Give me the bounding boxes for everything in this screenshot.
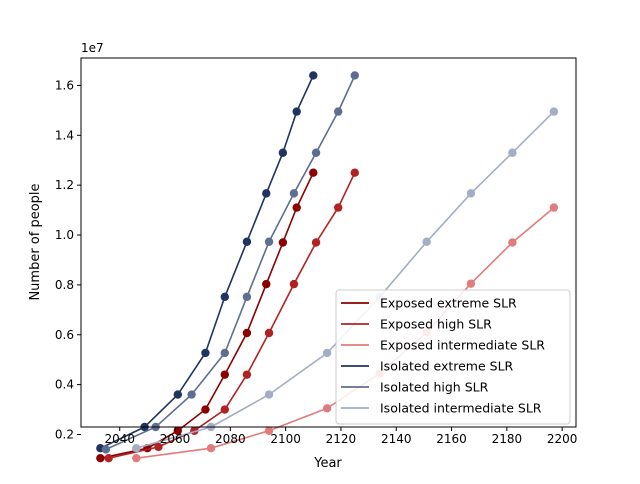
series-line bbox=[100, 75, 315, 449]
y-tick-label: 1.2 bbox=[55, 178, 74, 192]
data-point bbox=[242, 237, 252, 246]
series-4 bbox=[101, 71, 359, 454]
x-tick-label: 2200 bbox=[547, 432, 578, 446]
x-tick-label: 2080 bbox=[215, 432, 246, 446]
data-point bbox=[322, 404, 332, 413]
data-point bbox=[289, 189, 299, 198]
data-point bbox=[333, 107, 343, 116]
data-point bbox=[322, 348, 332, 358]
data-point bbox=[264, 328, 274, 338]
data-point bbox=[242, 370, 252, 379]
data-point bbox=[173, 426, 182, 435]
y-axis-label: Number of people bbox=[28, 183, 43, 300]
data-point bbox=[154, 442, 163, 452]
x-tick-label: 2160 bbox=[436, 432, 467, 446]
legend-label: Exposed intermediate SLR bbox=[380, 338, 545, 353]
data-point bbox=[278, 148, 288, 157]
data-point bbox=[292, 203, 301, 212]
plot-frame bbox=[80, 57, 577, 428]
x-tick-label: 2140 bbox=[381, 432, 412, 446]
legend-box bbox=[335, 289, 571, 425]
data-point bbox=[422, 237, 431, 246]
data-point bbox=[220, 370, 229, 379]
data-point bbox=[289, 279, 299, 289]
data-point bbox=[104, 453, 113, 463]
data-point bbox=[220, 348, 229, 358]
data-point bbox=[201, 348, 210, 358]
data-point bbox=[264, 237, 274, 246]
legend-label: Isolated high SLR bbox=[380, 380, 489, 395]
series-0 bbox=[96, 168, 318, 463]
data-point bbox=[309, 168, 318, 177]
y-tick-label: 0.2 bbox=[55, 427, 74, 441]
data-point bbox=[508, 238, 517, 247]
x-tick-label: 2100 bbox=[270, 432, 301, 446]
legend-item: Isolated extreme SLR bbox=[341, 359, 514, 374]
data-point bbox=[350, 168, 359, 177]
data-point bbox=[101, 445, 111, 454]
data-point bbox=[132, 443, 141, 453]
data-point bbox=[206, 443, 216, 453]
data-point bbox=[311, 148, 321, 157]
data-point bbox=[187, 390, 196, 399]
data-point bbox=[242, 328, 252, 338]
legend-label: Exposed extreme SLR bbox=[380, 296, 517, 311]
data-point bbox=[466, 189, 476, 198]
y-tick-label: 0.4 bbox=[55, 378, 74, 392]
series-1 bbox=[104, 168, 359, 463]
data-point bbox=[264, 390, 274, 399]
data-point bbox=[309, 71, 318, 80]
y-tick-label: 1.4 bbox=[55, 128, 74, 142]
data-point bbox=[278, 238, 288, 247]
data-point bbox=[262, 279, 271, 289]
y-offset-label: 1e7 bbox=[81, 41, 104, 55]
data-point bbox=[549, 203, 559, 212]
y-tick-label: 0.6 bbox=[55, 328, 74, 342]
x-tick-label: 2040 bbox=[104, 432, 135, 446]
series-line bbox=[105, 75, 356, 451]
data-point bbox=[220, 292, 229, 302]
y-tick-label: 1.0 bbox=[55, 228, 74, 242]
x-tick-label: 2060 bbox=[160, 432, 191, 446]
x-tick-label: 2120 bbox=[326, 432, 357, 446]
y-axis: 0.2 0.4 0.6 0.8 1.0 1.2 1.4 1.6 bbox=[55, 78, 81, 441]
y-tick-label: 1.6 bbox=[55, 78, 74, 92]
legend-item: Exposed intermediate SLR bbox=[341, 338, 545, 353]
legend-item: Isolated high SLR bbox=[341, 380, 489, 395]
data-point bbox=[132, 453, 141, 463]
legend-label: Isolated intermediate SLR bbox=[380, 401, 542, 416]
data-point bbox=[262, 189, 271, 198]
legend-label: Exposed high SLR bbox=[380, 317, 492, 332]
x-tick-label: 2180 bbox=[492, 432, 523, 446]
data-point bbox=[311, 238, 321, 247]
legend: Exposed extreme SLR Exposed high SLR Expos… bbox=[335, 289, 571, 425]
legend-item: Exposed extreme SLR bbox=[341, 296, 517, 311]
series-line bbox=[100, 172, 315, 459]
series-line bbox=[108, 172, 356, 459]
data-point bbox=[292, 107, 301, 116]
legend-item: Exposed high SLR bbox=[341, 317, 492, 332]
data-point bbox=[350, 71, 359, 80]
legend-label: Isolated extreme SLR bbox=[380, 359, 514, 374]
data-point bbox=[508, 148, 517, 157]
data-point bbox=[549, 107, 559, 116]
x-axis-label: Year bbox=[313, 456, 342, 471]
data-point bbox=[96, 453, 105, 463]
data-point bbox=[173, 390, 182, 399]
legend-item: Isolated intermediate SLR bbox=[341, 401, 542, 416]
data-point bbox=[264, 426, 274, 435]
data-point bbox=[220, 405, 229, 414]
x-axis: 2040 2060 2080 2100 2120 2140 2160 2180 2200 bbox=[104, 427, 577, 446]
data-point bbox=[201, 405, 210, 414]
data-point bbox=[333, 203, 343, 212]
data-point bbox=[242, 292, 252, 302]
data-point bbox=[466, 279, 476, 288]
series-3 bbox=[96, 71, 318, 453]
y-tick-label: 0.8 bbox=[55, 278, 74, 292]
